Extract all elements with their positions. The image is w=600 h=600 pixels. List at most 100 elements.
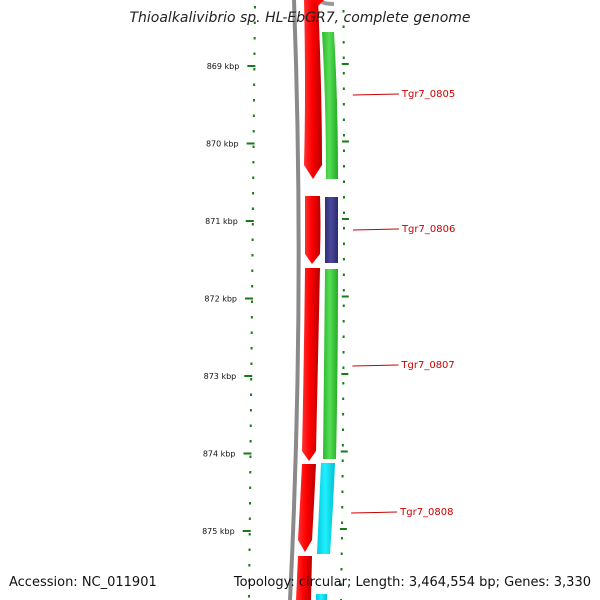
guide-dot <box>251 285 254 288</box>
cds-feature-0805 <box>304 0 322 179</box>
guide-dot <box>252 161 255 164</box>
guide-dot <box>341 506 344 509</box>
guide-dot <box>251 207 254 210</box>
track-feature-0805 <box>322 32 338 179</box>
map-title: Thioalkalivibrio sp. HL-EbGR7, complete … <box>129 10 471 26</box>
guide-dot <box>342 258 345 261</box>
guide-dot <box>248 564 251 567</box>
guide-dot <box>250 331 253 334</box>
guide-dot <box>342 10 345 13</box>
guide-dot <box>250 300 253 303</box>
guide-dot <box>342 273 345 276</box>
guide-dot <box>342 382 345 385</box>
guide-dot <box>248 548 251 551</box>
guide-dot <box>251 254 254 257</box>
dotted-guide-left <box>248 6 256 598</box>
gene-label-leader <box>352 93 399 96</box>
guide-dot <box>342 72 345 75</box>
scale-tick-label: 874 kbp <box>203 450 236 459</box>
guide-dot <box>248 595 251 598</box>
dotted-guide-right <box>339 10 349 600</box>
right-scale-mark <box>341 63 349 65</box>
guide-dot <box>342 196 345 199</box>
guide-dot <box>250 393 253 396</box>
guide-dot <box>248 502 251 505</box>
guide-dot <box>342 397 345 400</box>
accession-text: Accession: NC_011901 <box>9 575 157 590</box>
guide-dot <box>249 455 252 458</box>
cds-feature-top-arrow <box>312 0 324 6</box>
guide-dot <box>340 537 343 540</box>
scale-tick-label: 873 kbp <box>204 372 237 381</box>
track-feature-0808 <box>317 463 335 554</box>
guide-dot <box>252 114 255 117</box>
guide-dot <box>342 165 345 168</box>
guide-dot <box>342 149 345 152</box>
scale-tick-label: 871 kbp <box>205 217 238 226</box>
scale-tick-mark <box>246 142 255 145</box>
track-feature-0807 <box>323 269 338 459</box>
guide-dot <box>250 347 253 350</box>
guide-dot <box>249 424 252 427</box>
guide-dot <box>253 6 256 9</box>
right-scale-mark <box>341 218 349 220</box>
guide-dot <box>342 413 345 416</box>
gene-label[interactable]: Tgr7_0806 <box>401 224 455 235</box>
guide-dot <box>342 351 345 354</box>
scale-tick-mark <box>244 375 253 377</box>
guide-dot <box>252 145 255 148</box>
guide-dot <box>340 583 343 586</box>
guide-dot <box>253 52 256 55</box>
guide-dot <box>342 211 345 214</box>
sequence-backbone <box>288 0 301 600</box>
guide-dot <box>341 475 344 478</box>
guide-dot <box>342 180 345 183</box>
guide-dot <box>252 130 255 133</box>
guide-dot <box>342 335 345 338</box>
cds-feature-0808 <box>298 464 316 552</box>
scale-tick-label: 872 kbp <box>204 295 237 304</box>
scale-tick-mark <box>242 530 251 532</box>
guide-dot <box>248 579 251 582</box>
cds-feature-next <box>296 556 312 600</box>
guide-dot <box>251 269 254 272</box>
guide-dot <box>342 227 345 230</box>
guide-dot <box>253 21 256 24</box>
guide-dot <box>341 521 344 524</box>
guide-dot <box>342 242 345 245</box>
genome-summary-text: Topology: circular; Length: 3,464,554 bp… <box>233 575 591 590</box>
guide-dot <box>342 56 345 59</box>
guide-dot <box>253 99 256 102</box>
guide-dot <box>342 25 345 28</box>
guide-dot <box>341 428 344 431</box>
guide-dot <box>342 366 345 369</box>
guide-dot <box>340 568 343 571</box>
scale-tick-label: 869 kbp <box>207 62 240 71</box>
cds-feature-0806 <box>305 196 321 264</box>
gene-label[interactable]: Tgr7_0805 <box>401 89 455 100</box>
guide-dot <box>249 409 252 412</box>
right-scale-mark <box>339 528 347 530</box>
guide-dot <box>251 238 254 241</box>
guide-dot <box>252 176 255 179</box>
right-scale-mark <box>341 295 349 298</box>
gene-labels: Tgr7_0805 Tgr7_0806 Tgr7_0807 Tgr7_0808 <box>351 89 455 518</box>
right-scale-mark <box>341 373 349 375</box>
scale-tick-mark <box>245 297 254 300</box>
track-feature-next <box>316 594 327 600</box>
gene-label[interactable]: Tgr7_0808 <box>399 507 453 518</box>
guide-dot <box>250 378 253 381</box>
guide-dot <box>253 37 256 40</box>
guide-dot <box>342 320 345 323</box>
guide-dot <box>342 41 345 44</box>
gene-label-leader <box>351 511 398 514</box>
guide-dot <box>251 223 254 226</box>
guide-dot <box>248 533 251 536</box>
gene-label-leader <box>352 228 399 231</box>
guide-dot <box>248 517 251 520</box>
right-scale-mark <box>340 450 348 453</box>
gene-label[interactable]: Tgr7_0807 <box>400 360 454 371</box>
guide-dot <box>342 134 345 137</box>
gene-label-leader <box>352 364 399 367</box>
